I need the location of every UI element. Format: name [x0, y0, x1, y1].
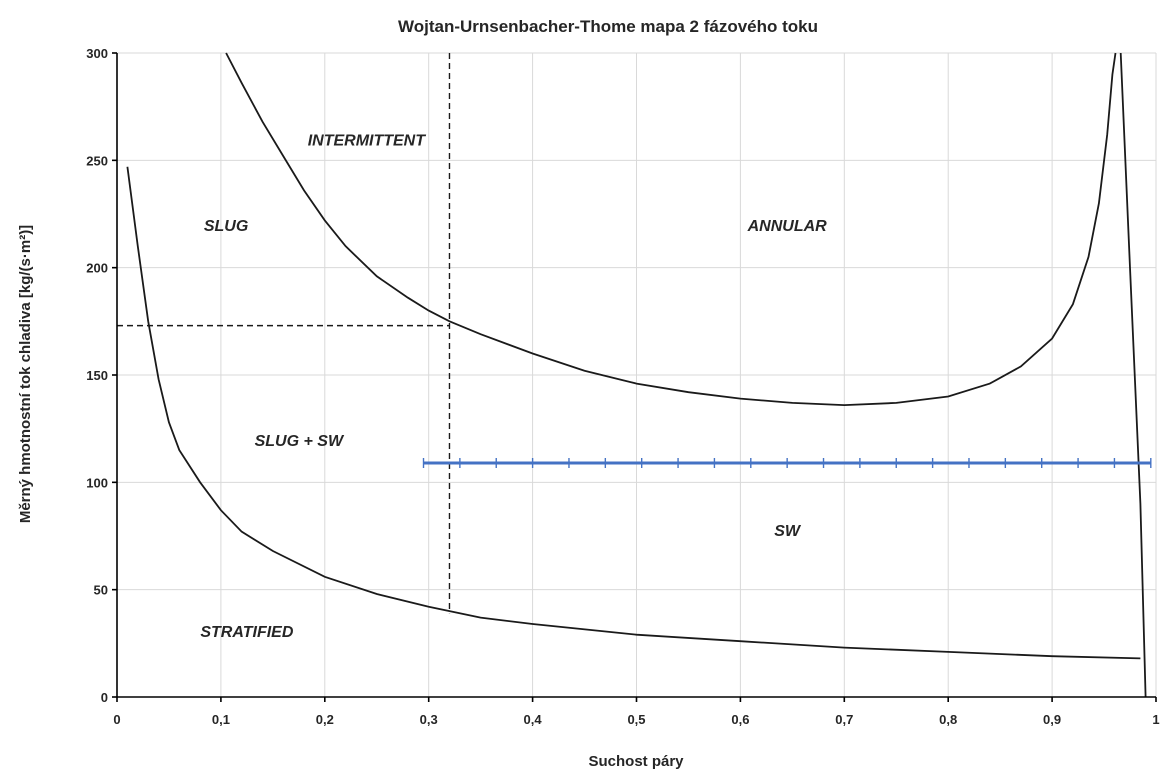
x-tick-label-8: 0,8 [939, 712, 957, 727]
region-label-0: INTERMITTENT [308, 132, 427, 149]
x-tick-label-10: 1 [1152, 712, 1159, 727]
guide-lines [117, 53, 451, 614]
y-tick-label-3: 150 [86, 368, 108, 383]
x-tick-label-1: 0,1 [212, 712, 230, 727]
x-tick-label-9: 0,9 [1043, 712, 1061, 727]
y-tick-label-1: 50 [94, 583, 108, 598]
axes [112, 52, 1157, 702]
y-tick-label-4: 200 [86, 261, 108, 276]
x-tick-label-7: 0,7 [835, 712, 853, 727]
y-tick-label-6: 300 [86, 46, 108, 61]
y-tick-label-2: 100 [86, 475, 108, 490]
region-label-2: ANNULAR [747, 218, 828, 235]
boundary-line-2 [1119, 52, 1147, 698]
x-tick-label-6: 0,6 [731, 712, 749, 727]
y-axis-title: Měrný hmotnostní tok chladiva [kg/(s·m²)… [17, 225, 34, 523]
boundary-line-1 [126, 166, 1141, 660]
x-tick-label-0: 0 [113, 712, 120, 727]
region-labels: INTERMITTENT SLUG ANNULAR SLUG + SW SW STRATI… [200, 132, 827, 641]
grid [117, 52, 1157, 697]
x-tick-label-3: 0,3 [420, 712, 438, 727]
tick-labels: 0 0,1 0,2 0,3 0,4 0,5 0,6 0,7 0,8 0,9 1 0 50 100 150 20… [86, 46, 1159, 727]
y-tick-label-0: 0 [101, 690, 108, 705]
x-tick-label-2: 0,2 [316, 712, 334, 727]
x-axis-title: Suchost páry [588, 753, 684, 770]
region-label-3: SLUG + SW [255, 433, 345, 450]
region-label-1: SLUG [204, 218, 248, 235]
x-tick-label-5: 0,5 [627, 712, 645, 727]
region-label-4: SW [774, 523, 802, 540]
series-group [126, 52, 1152, 698]
region-label-5: STRATIFIED [200, 624, 293, 641]
x-tick-label-4: 0,4 [524, 712, 543, 727]
boundary-line-0 [225, 52, 1117, 407]
y-tick-label-5: 250 [86, 153, 108, 168]
chart-title: Wojtan-Urnsenbacher-Thome mapa 2 fázovéh… [398, 17, 818, 36]
